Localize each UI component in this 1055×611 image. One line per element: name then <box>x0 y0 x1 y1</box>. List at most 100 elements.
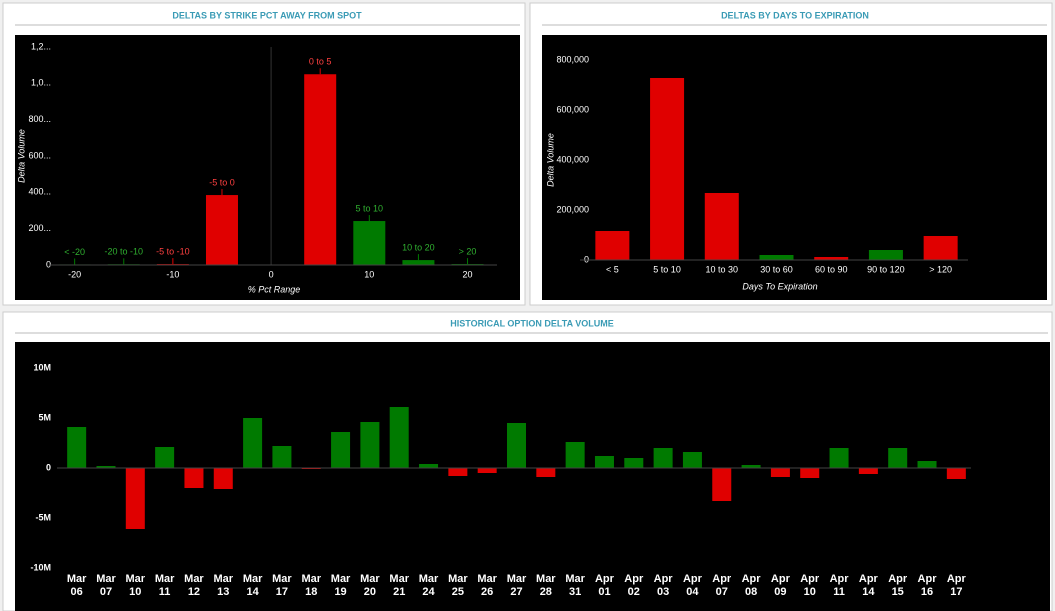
x-tick-label: > 120 <box>929 264 952 274</box>
x-tick-label: Mar 20 <box>360 573 380 598</box>
x-tick-label: Apr 01 <box>594 573 614 598</box>
x-tick-label: Apr 14 <box>858 573 878 598</box>
x-tick-label: Mar 24 <box>418 573 439 598</box>
bar <box>331 432 351 468</box>
bar <box>917 461 937 468</box>
bar <box>595 231 630 260</box>
x-axis-label: Days To Expiration <box>742 281 817 291</box>
x-tick-label: Apr 08 <box>741 573 761 598</box>
x-tick-label: Mar 13 <box>213 573 234 598</box>
y-tick-label: 5M <box>38 412 51 422</box>
x-tick-label: 0 <box>269 269 274 279</box>
y-tick-label: 600... <box>28 150 51 160</box>
y-tick-label: 0 <box>46 259 51 269</box>
chart-title: DELTAS BY DAYS TO EXPIRATION <box>721 10 869 20</box>
x-tick-label: -20 <box>68 269 81 279</box>
plot-area <box>15 35 520 300</box>
x-tick-label: 60 to 90 <box>815 264 848 274</box>
bar <box>653 448 673 468</box>
bar <box>389 407 409 468</box>
bar <box>536 468 556 477</box>
bar <box>888 448 908 468</box>
bar <box>650 78 685 260</box>
y-tick-label: -5M <box>36 512 52 522</box>
x-tick-label: 30 to 60 <box>760 264 793 274</box>
x-tick-label: Apr 04 <box>682 573 702 598</box>
y-tick-label: 0 <box>46 462 51 472</box>
bar <box>184 468 204 488</box>
bar <box>96 466 116 468</box>
bar <box>770 468 790 477</box>
bar <box>759 255 794 260</box>
bar <box>213 468 233 489</box>
x-tick-label: Apr 15 <box>888 573 908 598</box>
x-tick-label: Mar 07 <box>96 573 116 598</box>
x-tick-label: Apr 03 <box>653 573 673 598</box>
bar <box>507 423 526 468</box>
x-tick-label: Mar 10 <box>125 573 146 598</box>
chart-title: HISTORICAL OPTION DELTA VOLUME <box>450 318 614 328</box>
x-tick-label: 90 to 120 <box>867 264 905 274</box>
bar <box>868 250 903 260</box>
x-tick-label: Apr 09 <box>770 573 790 598</box>
bar <box>125 468 145 529</box>
bar <box>741 465 761 468</box>
bar <box>800 468 820 478</box>
x-tick-label: Mar 17 <box>272 573 292 598</box>
y-tick-label: -10M <box>30 562 51 572</box>
chart-title: DELTAS BY STRIKE PCT AWAY FROM SPOT <box>172 10 362 20</box>
bar <box>704 193 739 260</box>
x-tick-label: 10 to 30 <box>706 264 739 274</box>
x-tick-label: 20 <box>463 269 473 279</box>
bar <box>272 446 292 468</box>
x-tick-label: Mar 26 <box>477 573 497 598</box>
plot-area <box>15 342 1050 611</box>
bar <box>594 456 614 468</box>
bar-label: -5 to -10 <box>156 246 190 256</box>
x-tick-label: Mar 18 <box>301 573 322 598</box>
x-tick-label: Mar 28 <box>536 573 556 598</box>
bar <box>946 468 966 479</box>
y-tick-label: 10M <box>33 362 51 372</box>
bar-label: > 20 <box>459 246 477 256</box>
bar <box>360 422 380 468</box>
bar <box>814 257 849 260</box>
x-tick-label: Mar 19 <box>330 573 351 598</box>
x-tick-label: 5 to 10 <box>653 264 681 274</box>
x-tick-label: < 5 <box>606 264 619 274</box>
y-tick-label: 0 <box>584 254 589 264</box>
bar <box>67 427 87 468</box>
bar-label: -5 to 0 <box>209 177 235 187</box>
bar <box>829 448 849 468</box>
bar <box>419 464 439 468</box>
bar <box>712 468 732 501</box>
bar <box>923 236 958 260</box>
bar <box>448 468 468 476</box>
x-tick-label: Apr 16 <box>917 573 937 598</box>
y-tick-label: 800... <box>28 114 51 124</box>
bar-label: 0 to 5 <box>309 57 332 67</box>
bar <box>155 447 175 468</box>
x-tick-label: Apr 17 <box>946 573 966 598</box>
y-tick-label: 400... <box>28 187 51 197</box>
x-tick-label: Apr 10 <box>800 573 820 598</box>
bar-label: 10 to 20 <box>402 242 435 252</box>
bar <box>682 452 702 468</box>
y-tick-label: 200,000 <box>556 204 589 214</box>
bar <box>477 468 497 473</box>
y-tick-label: 1,2... <box>31 41 51 51</box>
x-tick-label: 10 <box>364 269 374 279</box>
bar-label: 5 to 10 <box>356 203 384 213</box>
x-tick-label: Mar 14 <box>242 573 263 598</box>
bar <box>243 418 263 468</box>
bar <box>205 195 238 265</box>
y-tick-label: 1,0... <box>31 78 51 88</box>
bar <box>402 260 435 265</box>
y-axis-label: Delta Volume <box>545 133 555 187</box>
x-tick-label: -10 <box>166 269 179 279</box>
x-tick-label: Mar 11 <box>154 573 175 598</box>
x-tick-label: Mar 27 <box>506 573 527 598</box>
x-tick-label: Mar 25 <box>448 573 468 598</box>
bar <box>565 442 585 468</box>
